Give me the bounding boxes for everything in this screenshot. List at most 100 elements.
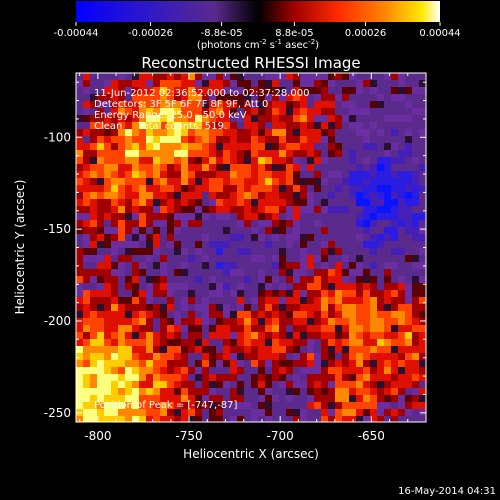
heatmap-cell	[314, 206, 322, 214]
heatmap-cell	[139, 185, 147, 193]
heatmap-cell	[300, 234, 308, 242]
x-tick-label: -750	[175, 429, 202, 443]
heatmap-cell	[412, 143, 420, 151]
heatmap-cell	[272, 206, 280, 214]
heatmap-cell	[202, 199, 210, 207]
heatmap-cell	[90, 213, 98, 221]
heatmap-cell	[132, 402, 140, 410]
heatmap-cell	[90, 311, 98, 319]
heatmap-cell	[363, 220, 371, 228]
heatmap-cell	[363, 255, 371, 263]
heatmap-cell	[286, 80, 294, 88]
heatmap-cell	[419, 220, 426, 228]
heatmap-cell	[377, 290, 385, 298]
heatmap-cell	[244, 353, 252, 361]
heatmap-cell	[265, 80, 273, 88]
heatmap-cell	[139, 178, 147, 186]
heatmap-cell	[188, 94, 196, 102]
heatmap-cell	[153, 353, 161, 361]
heatmap-cell	[125, 318, 133, 326]
heatmap-cell	[314, 283, 322, 291]
heatmap-cell	[160, 318, 168, 326]
heatmap-cell	[258, 185, 266, 193]
heatmap-cell	[349, 164, 357, 172]
heatmap-cell	[405, 416, 413, 422]
heatmap-cell	[307, 178, 315, 186]
heatmap-cell	[83, 213, 91, 221]
heatmap-cell	[314, 241, 322, 249]
heatmap-cell	[174, 101, 182, 109]
heatmap-cell	[307, 346, 315, 354]
heatmap-cell	[139, 80, 147, 88]
heatmap-cell	[384, 213, 392, 221]
heatmap-cell	[398, 220, 406, 228]
heatmap-cell	[258, 318, 266, 326]
heatmap-cell	[251, 108, 259, 116]
heatmap-cell	[419, 374, 426, 382]
heatmap-cell	[328, 283, 336, 291]
heatmap-cell	[300, 227, 308, 235]
heatmap-cell	[377, 374, 385, 382]
heatmap-cell	[209, 185, 217, 193]
heatmap-cell	[412, 122, 420, 130]
heatmap-cell	[146, 255, 154, 263]
heatmap-cell	[195, 108, 203, 116]
heatmap-cell	[230, 192, 238, 200]
heatmap-cell	[132, 220, 140, 228]
heatmap-cell	[314, 185, 322, 193]
heatmap-cell	[419, 423, 427, 431]
heatmap-cell	[223, 346, 231, 354]
heatmap-cell	[384, 325, 392, 333]
heatmap-cell	[314, 388, 322, 396]
heatmap-cell	[76, 206, 84, 214]
heatmap-cell	[209, 136, 217, 144]
heatmap-cell	[104, 367, 112, 375]
heatmap-cell	[363, 171, 371, 179]
heatmap-cell	[83, 234, 91, 242]
heatmap-cell	[160, 304, 168, 312]
heatmap-cell	[405, 227, 413, 235]
heatmap-cell	[251, 192, 259, 200]
heatmap-cell	[195, 374, 203, 382]
heatmap-cell	[230, 402, 238, 410]
heatmap-cell	[216, 101, 224, 109]
heatmap-cell	[335, 290, 343, 298]
heatmap-cell	[265, 388, 273, 396]
heatmap-cell	[104, 150, 112, 158]
heatmap-cell	[76, 213, 84, 221]
heatmap-cell	[146, 157, 154, 165]
heatmap-cell	[293, 199, 301, 207]
heatmap-cell	[188, 234, 196, 242]
heatmap-cell	[405, 360, 413, 368]
heatmap-cell	[244, 164, 252, 172]
heatmap-cell	[328, 395, 336, 403]
heatmap-cell	[125, 143, 133, 151]
heatmap-cell	[146, 185, 154, 193]
heatmap-cell	[307, 129, 315, 137]
heatmap-cell	[237, 402, 245, 410]
heatmap-cell	[104, 234, 112, 242]
heatmap-cell	[314, 367, 322, 375]
heatmap-cell	[335, 150, 343, 158]
annotation-energy: Energy Range: 25.0 - 50.0 keV	[94, 110, 247, 121]
heatmap-cell	[363, 290, 371, 298]
heatmap-cell	[335, 199, 343, 207]
heatmap-cell	[125, 395, 133, 403]
heatmap-cell	[293, 178, 301, 186]
heatmap-cell	[216, 220, 224, 228]
heatmap-cell	[300, 87, 308, 95]
heatmap-cell	[342, 346, 350, 354]
heatmap-cell	[146, 402, 154, 410]
heatmap-cell	[293, 297, 301, 305]
heatmap-cell	[237, 416, 245, 422]
heatmap-cell	[356, 325, 364, 333]
heatmap-cell	[349, 108, 357, 116]
heatmap-cell	[314, 269, 322, 277]
heatmap-cell	[97, 227, 105, 235]
heatmap-cell	[153, 220, 161, 228]
heatmap-cell	[146, 262, 154, 270]
heatmap-cell	[279, 367, 287, 375]
heatmap-cell	[139, 325, 147, 333]
heatmap-cell	[349, 318, 357, 326]
heatmap-cell	[223, 360, 231, 368]
